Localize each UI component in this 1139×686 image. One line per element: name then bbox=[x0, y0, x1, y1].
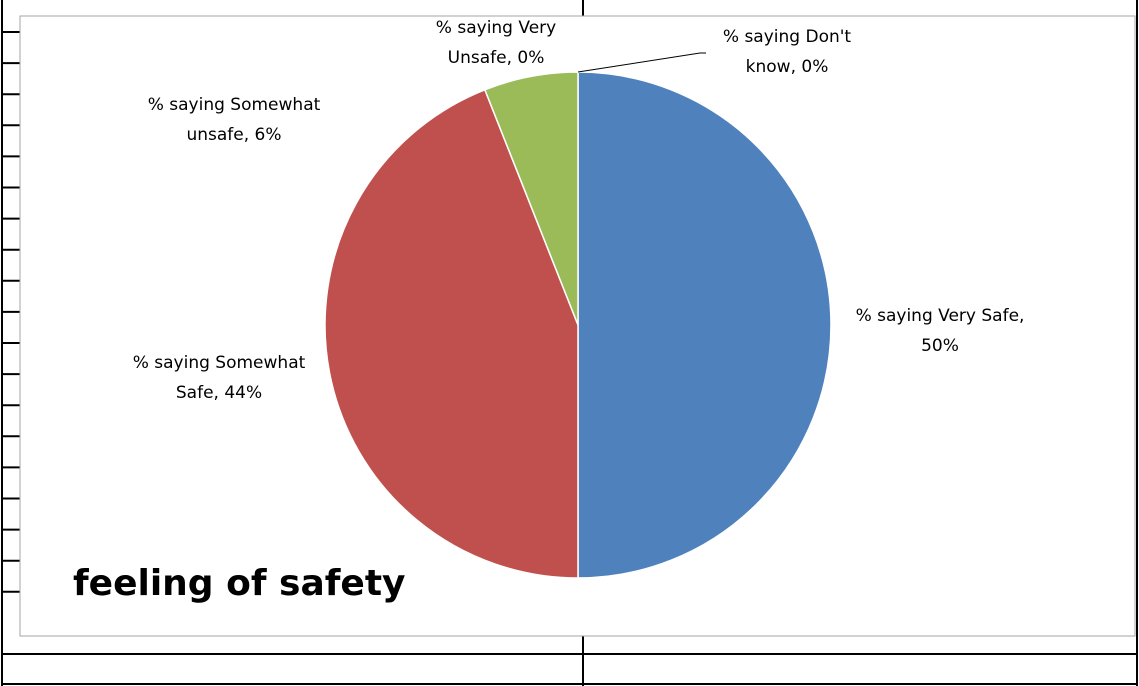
slice-label: % saying Very Safe, 50% bbox=[856, 306, 1025, 356]
slice-label: % saying Somewhat unsafe, 6% bbox=[148, 95, 321, 145]
pie-slice[interactable] bbox=[577, 71, 832, 579]
pie-chart[interactable]: % saying Very Safe, 50% % saying Somewhat S… bbox=[19, 15, 1136, 637]
slice-labels: % saying Very Safe, 50% % saying Somewhat S… bbox=[133, 18, 1025, 403]
slice-label: % saying Somewhat Safe, 44% bbox=[133, 353, 306, 403]
slice-label: % saying Very Unsafe, 0% bbox=[436, 18, 556, 68]
chart-title: feeling of safety bbox=[73, 563, 406, 604]
label-leader-line bbox=[577, 52, 706, 73]
slice-label: % saying Don't know, 0% bbox=[723, 27, 852, 77]
pie-slice[interactable] bbox=[324, 88, 579, 579]
pie-slices bbox=[324, 71, 832, 579]
pie-slice[interactable] bbox=[483, 71, 579, 326]
